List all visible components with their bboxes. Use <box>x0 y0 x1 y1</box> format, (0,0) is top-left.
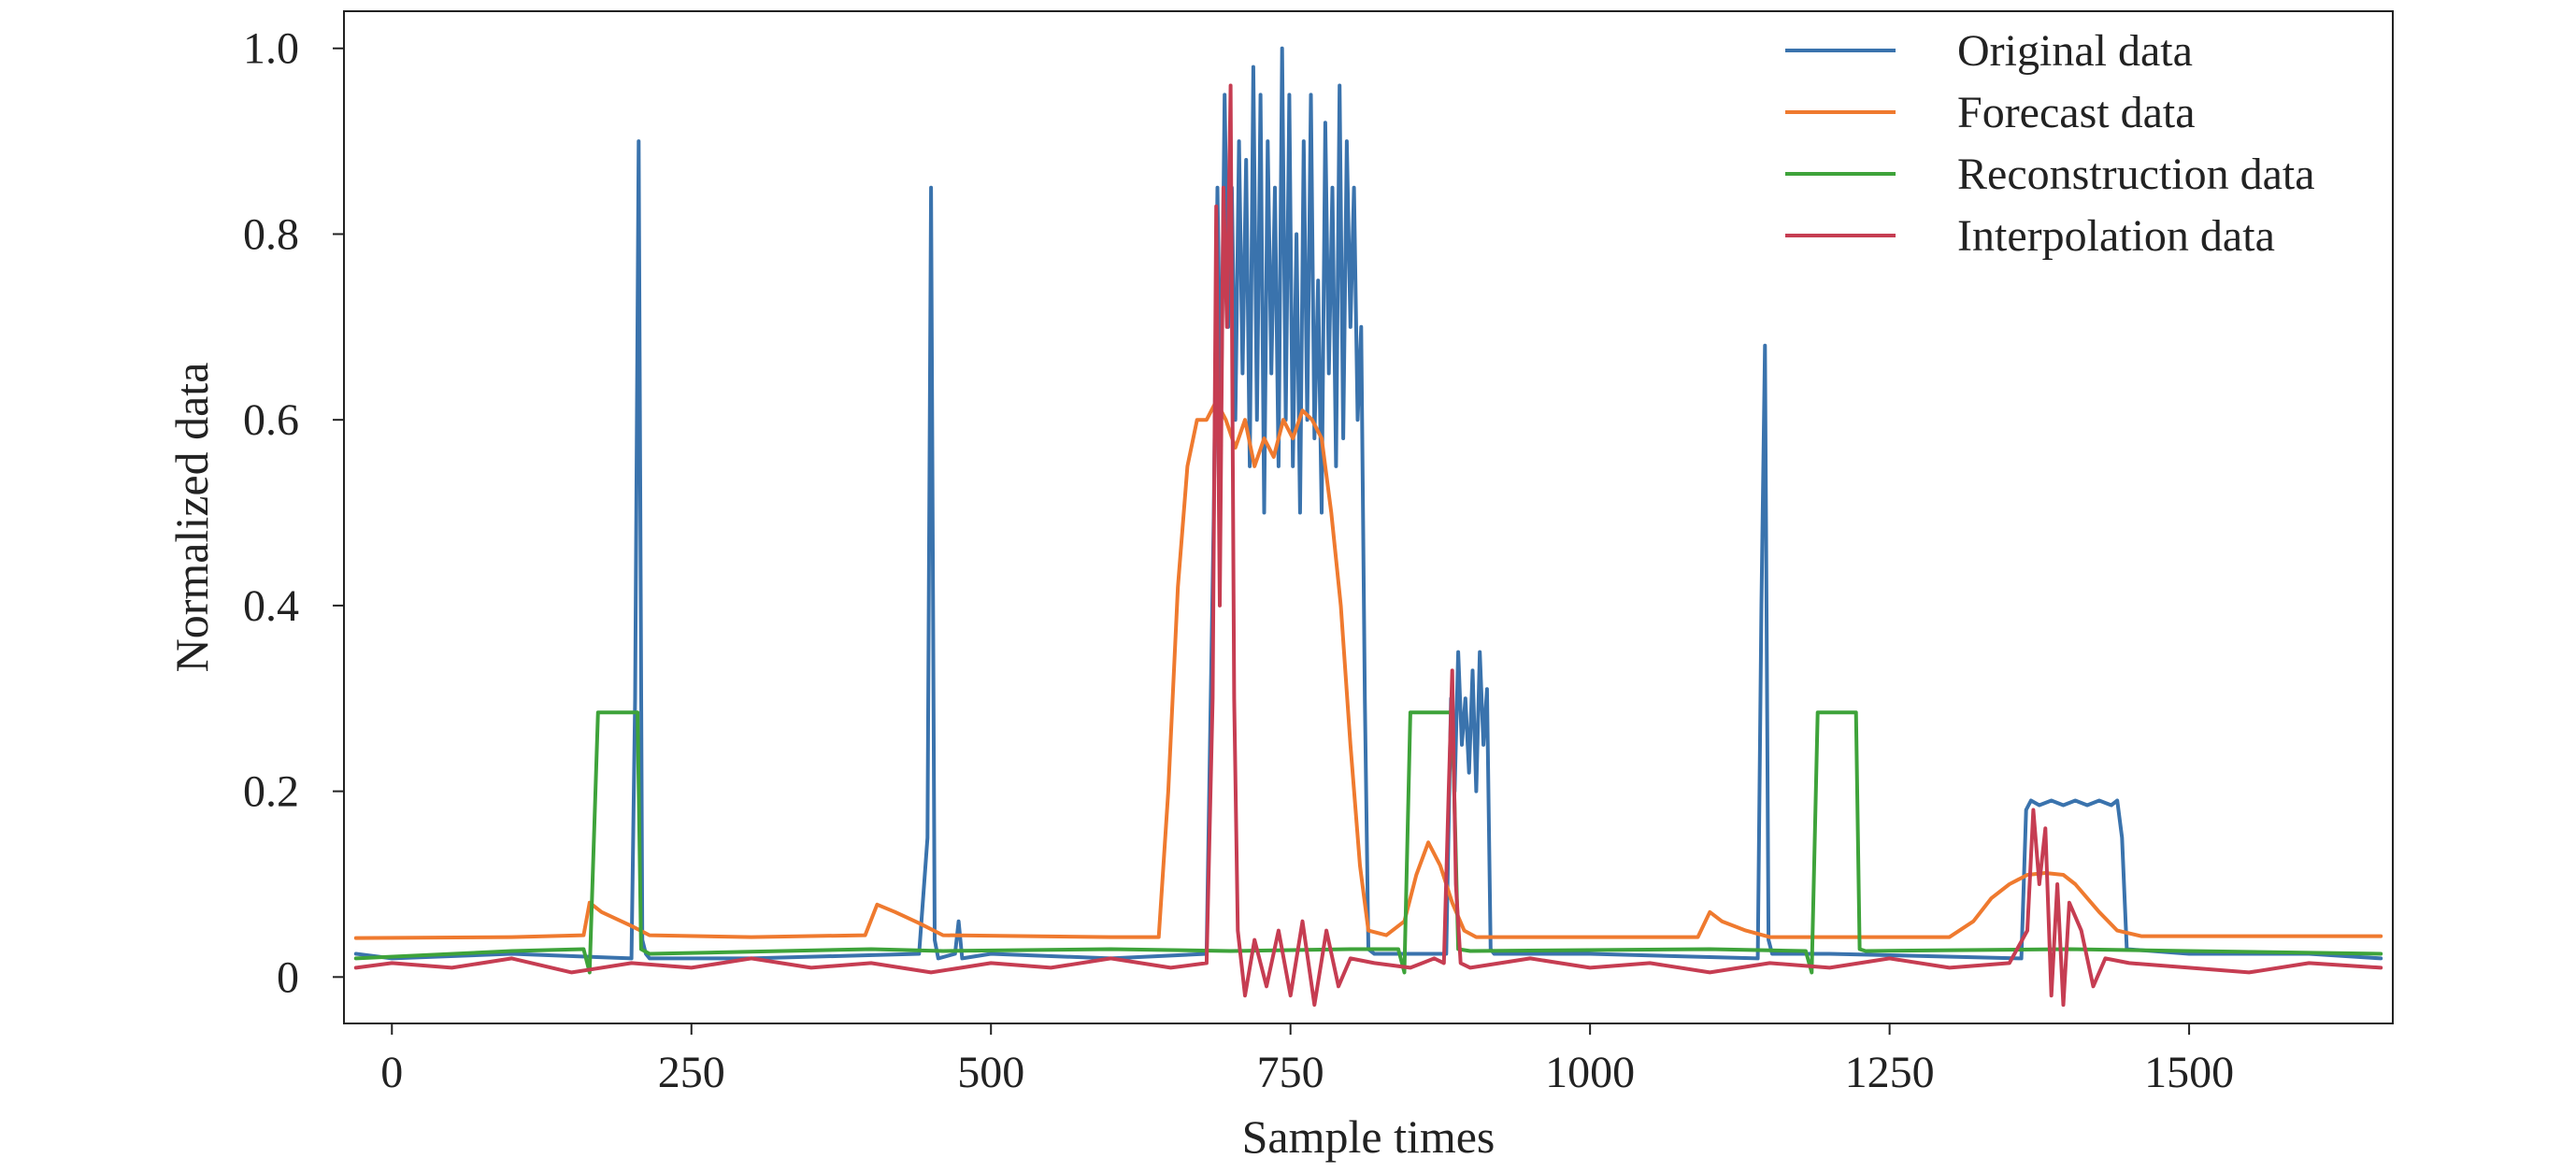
series-layer <box>353 46 2383 1008</box>
x-tick-label: 500 <box>957 1048 1024 1097</box>
series-line-interpolation-data <box>353 83 2383 1008</box>
legend-label-reconstruction-data: Reconstruction data <box>1957 150 2315 199</box>
x-axis: 0 250 500 750 1000 1250 1500 <box>380 1023 2234 1097</box>
legend-label-original-data: Original data <box>1957 26 2193 76</box>
y-axis: 0 0.2 0.4 0.6 0.8 1.0 <box>243 24 344 1002</box>
x-tick-label: 250 <box>658 1048 725 1097</box>
x-tick-label: 0 <box>380 1048 403 1097</box>
x-tick-label: 1500 <box>2144 1048 2234 1097</box>
plot-frame <box>343 10 2394 1024</box>
series-line-reconstruction-data <box>353 710 2383 975</box>
x-tick-label: 750 <box>1257 1048 1324 1097</box>
y-tick-label: 1.0 <box>243 24 299 74</box>
x-tick-label: 1250 <box>1845 1048 1935 1097</box>
x-tick-label: 1000 <box>1545 1048 1635 1097</box>
y-tick-label: 0 <box>277 952 299 1002</box>
y-axis-title: Normalized data <box>165 363 218 673</box>
y-tick-label: 0.4 <box>243 581 299 631</box>
legend-label-interpolation-data: Interpolation data <box>1957 211 2275 261</box>
y-tick-label: 0.8 <box>243 209 299 259</box>
y-tick-label: 0.6 <box>243 395 299 445</box>
legend: Original data Forecast data Reconstruction… <box>1785 26 2315 261</box>
series-line-forecast-data <box>353 399 2383 940</box>
series-line-original-data <box>353 46 2383 961</box>
x-axis-title: Sample times <box>1242 1110 1496 1163</box>
legend-label-forecast-data: Forecast data <box>1957 88 2196 137</box>
y-tick-label: 0.2 <box>243 767 299 817</box>
